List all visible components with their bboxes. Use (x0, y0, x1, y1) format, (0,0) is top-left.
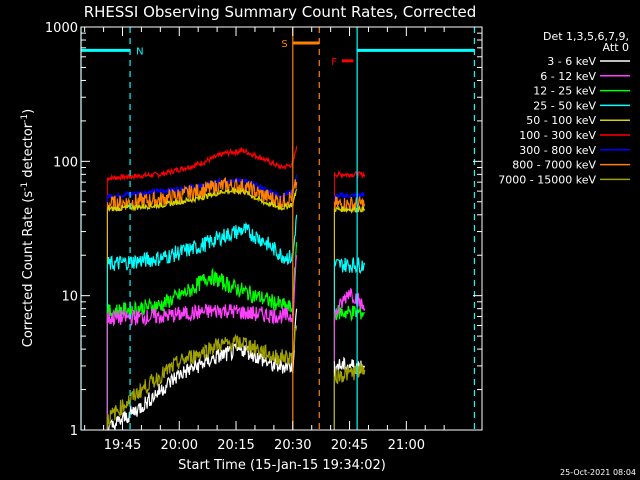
y-axis-label-part-c: detector (21, 122, 36, 182)
legend-label-6-12-kev: 6 - 12 keV (540, 70, 596, 83)
legend-label-300-800-kev: 300 - 800 keV (519, 144, 596, 157)
series-line-7000-15000-kev (333, 362, 366, 385)
legend-label-100-300-kev: 100 - 300 keV (519, 129, 596, 142)
y-axis-label-part-a: Corrected Count Rate (s (21, 191, 36, 348)
x-tick-label: 20:30 (274, 438, 311, 453)
legend-label-800-7000-kev: 800 - 7000 keV (512, 159, 596, 172)
series-line-6-12-kev (106, 255, 298, 328)
legend-label-25-50-kev: 25 - 50 keV (533, 99, 596, 112)
detector-info-line-2: Att 0 (603, 41, 629, 54)
legend-label-7000-15000-kev: 7000 - 15000 keV (498, 173, 596, 186)
series-line-12-25-kev (333, 304, 365, 322)
x-tick-label: 21:00 (388, 438, 425, 453)
y-axis-label-exp-2: -1 (20, 114, 30, 123)
series-line-7000-15000-kev (106, 325, 298, 426)
series-line-12-25-kev (106, 242, 298, 320)
flag-label-s: S (281, 39, 287, 50)
legend-label-3-6-kev: 3 - 6 keV (547, 55, 596, 68)
series-line-100-300-kev (107, 145, 298, 182)
flag-label-f: F (331, 57, 337, 68)
flag-label-n: N (136, 46, 143, 57)
x-tick-label: 20:00 (161, 438, 198, 453)
x-tick-label: 19:45 (104, 438, 141, 453)
y-tick-label: 1 (70, 424, 78, 439)
x-axis-label: Start Time (15-Jan-15 19:34:02) (178, 458, 386, 473)
tick-layer: 1 10 100 1000 19:45 20:00 20:15 20:30 20:45 21:00 (45, 21, 482, 453)
y-axis-label-part-e: ) (21, 109, 36, 114)
plot-frame (80, 26, 483, 431)
series-layer (106, 145, 366, 431)
series-line-50-100-kev (106, 187, 298, 213)
legend-label-12-25-kev: 12 - 25 keV (533, 85, 596, 98)
series-line-3-6-kev (107, 308, 298, 431)
y-tick-label: 1000 (45, 21, 78, 36)
y-tick-label: 100 (53, 155, 78, 170)
y-tick-label: 10 (61, 290, 78, 305)
series-line-25-50-kev (106, 214, 298, 271)
x-tick-label: 20:15 (217, 438, 254, 453)
x-tick-label: 20:45 (331, 438, 368, 453)
series-line-25-50-kev (333, 257, 366, 274)
y-axis-label: Corrected Count Rate (s-1 detector-1) (20, 109, 36, 347)
detector-info-line-1: Det 1,3,5,6,7,9, (543, 30, 629, 43)
legend-label-50-100-kev: 50 - 100 keV (526, 114, 596, 127)
timestamp: 25-Oct-2021 08:04 (560, 468, 636, 477)
series-line-800-7000-kev (106, 176, 298, 212)
series-line-300-800-kev (334, 191, 366, 200)
series-line-50-100-kev (333, 205, 366, 214)
series-line-6-12-kev (333, 287, 366, 324)
series-line-100-300-kev (333, 170, 366, 180)
y-axis-label-exp-1: -1 (20, 182, 30, 191)
chart-title: RHESSI Observing Summary Count Rates, Co… (84, 3, 477, 21)
